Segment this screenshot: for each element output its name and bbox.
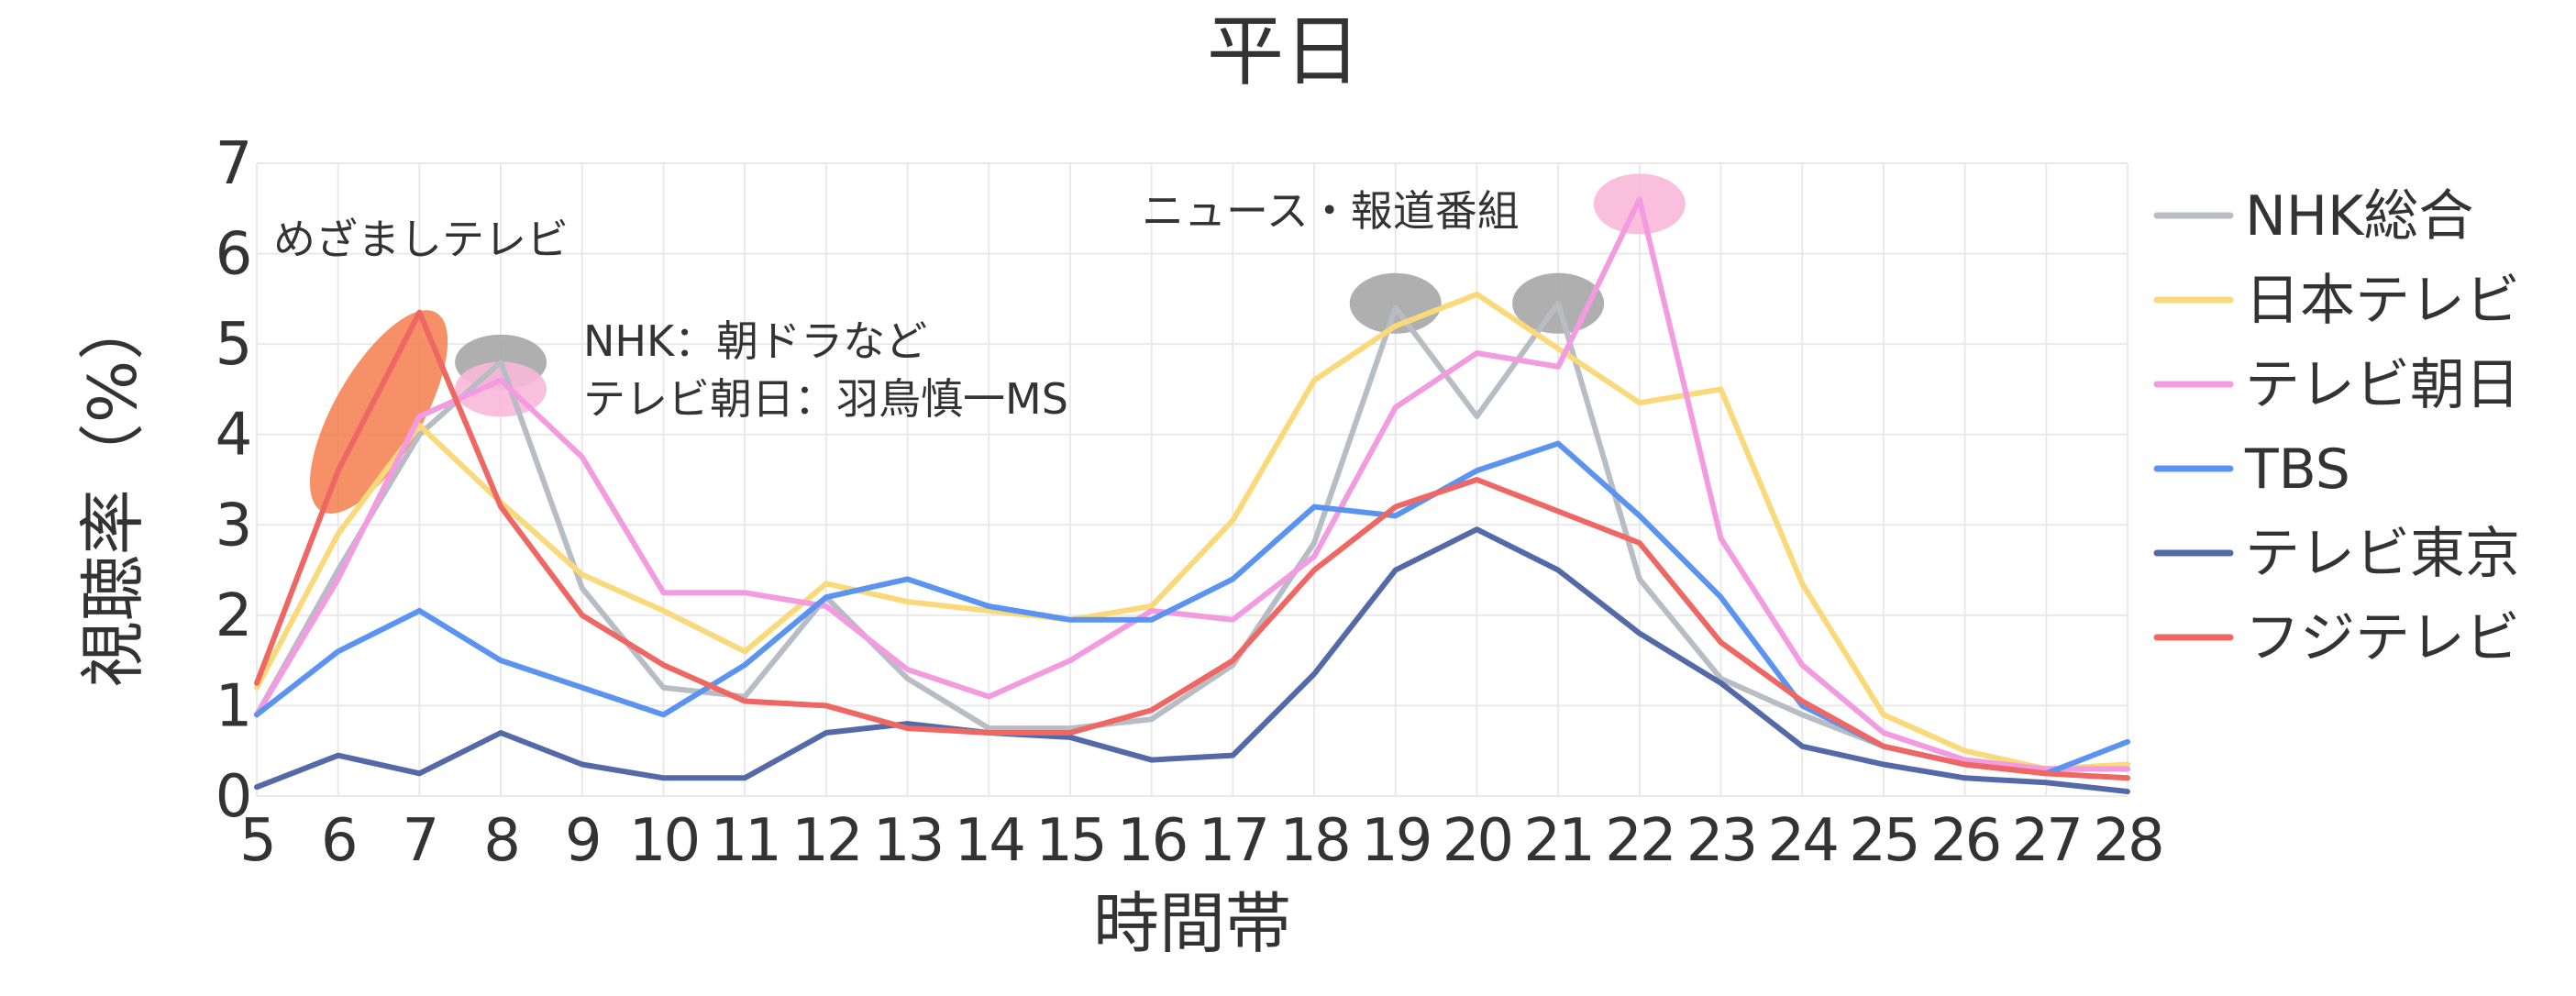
x-tick-label-22: 27 <box>2012 807 2081 875</box>
x-tick-label-2: 7 <box>403 807 437 875</box>
series-line-5 <box>254 309 2130 781</box>
annotation-nhk-asadora: NHK：朝ドラなど <box>583 316 927 366</box>
x-tick-label-15: 20 <box>1443 807 1511 875</box>
legend-label-3: TBS <box>2244 437 2350 502</box>
series-lines <box>254 196 2130 795</box>
y-tick-label-2: 2 <box>216 582 253 650</box>
y-tick-label-4: 4 <box>216 402 253 470</box>
x-tick-label-11: 16 <box>1117 807 1186 875</box>
x-tick-label-4: 9 <box>565 807 600 875</box>
x-tick-label-8: 13 <box>873 807 942 875</box>
series-line-3 <box>254 440 2130 777</box>
y-axis-ticks: 0 1 2 3 4 5 6 7 <box>216 130 253 831</box>
legend-label-5: フジテレビ <box>2245 606 2520 670</box>
x-tick-label-16: 21 <box>1523 807 1592 875</box>
x-tick-label-13: 18 <box>1279 807 1348 875</box>
x-tick-label-19: 24 <box>1767 807 1837 875</box>
x-tick-label-0: 5 <box>239 807 274 875</box>
x-tick-label-17: 22 <box>1605 807 1674 875</box>
x-tick-label-20: 25 <box>1849 807 1918 875</box>
annotation-tv-asahi-hatori: テレビ朝日：羽鳥慎一MS <box>583 374 1068 424</box>
y-tick-label-5: 5 <box>216 311 253 379</box>
series-line-4 <box>254 526 2130 795</box>
x-tick-label-5: 10 <box>629 807 698 875</box>
annotation-news: ニュース・報道番組 <box>1142 186 1520 236</box>
x-tick-label-3: 8 <box>483 807 518 875</box>
annotation-mezamashi: めざましテレビ <box>273 215 569 264</box>
x-tick-label-10: 15 <box>1035 807 1104 875</box>
x-tick-label-9: 14 <box>955 807 1024 875</box>
x-tick-label-23: 28 <box>2093 807 2161 875</box>
x-tick-label-12: 17 <box>1199 807 1267 875</box>
series-line-1 <box>254 291 2130 772</box>
x-tick-label-7: 12 <box>791 807 860 875</box>
chart-title: 平日 <box>1207 6 1361 96</box>
legend-label-0: NHK総合 <box>2245 184 2473 249</box>
series-line-0 <box>254 300 2130 772</box>
legend-label-1: 日本テレビ <box>2245 269 2520 333</box>
y-tick-label-3: 3 <box>216 492 253 559</box>
x-tick-label-18: 23 <box>1686 807 1755 875</box>
grid <box>256 162 2128 797</box>
legend-label-4: テレビ東京 <box>2245 522 2520 586</box>
y-axis-label: 視聴率（%） <box>74 294 151 687</box>
legend-label-2: テレビ朝日 <box>2245 353 2520 417</box>
x-tick-label-1: 6 <box>321 807 356 875</box>
x-tick-label-14: 19 <box>1361 807 1430 875</box>
y-tick-label-0: 0 <box>216 763 253 831</box>
x-tick-label-6: 11 <box>710 807 779 875</box>
x-axis-ticks: 5 6 7 8 9 10 11 12 13 14 15 16 17 18 19 20 21 22 23 24 25 26 2… <box>239 807 2165 875</box>
y-tick-label-1: 1 <box>216 672 253 740</box>
series-line-2 <box>254 196 2130 772</box>
y-tick-label-7: 7 <box>216 130 253 198</box>
x-axis-label: 時間帯 <box>1093 885 1291 962</box>
y-tick-label-6: 6 <box>216 221 253 289</box>
x-tick-label-21: 26 <box>1930 807 1999 875</box>
